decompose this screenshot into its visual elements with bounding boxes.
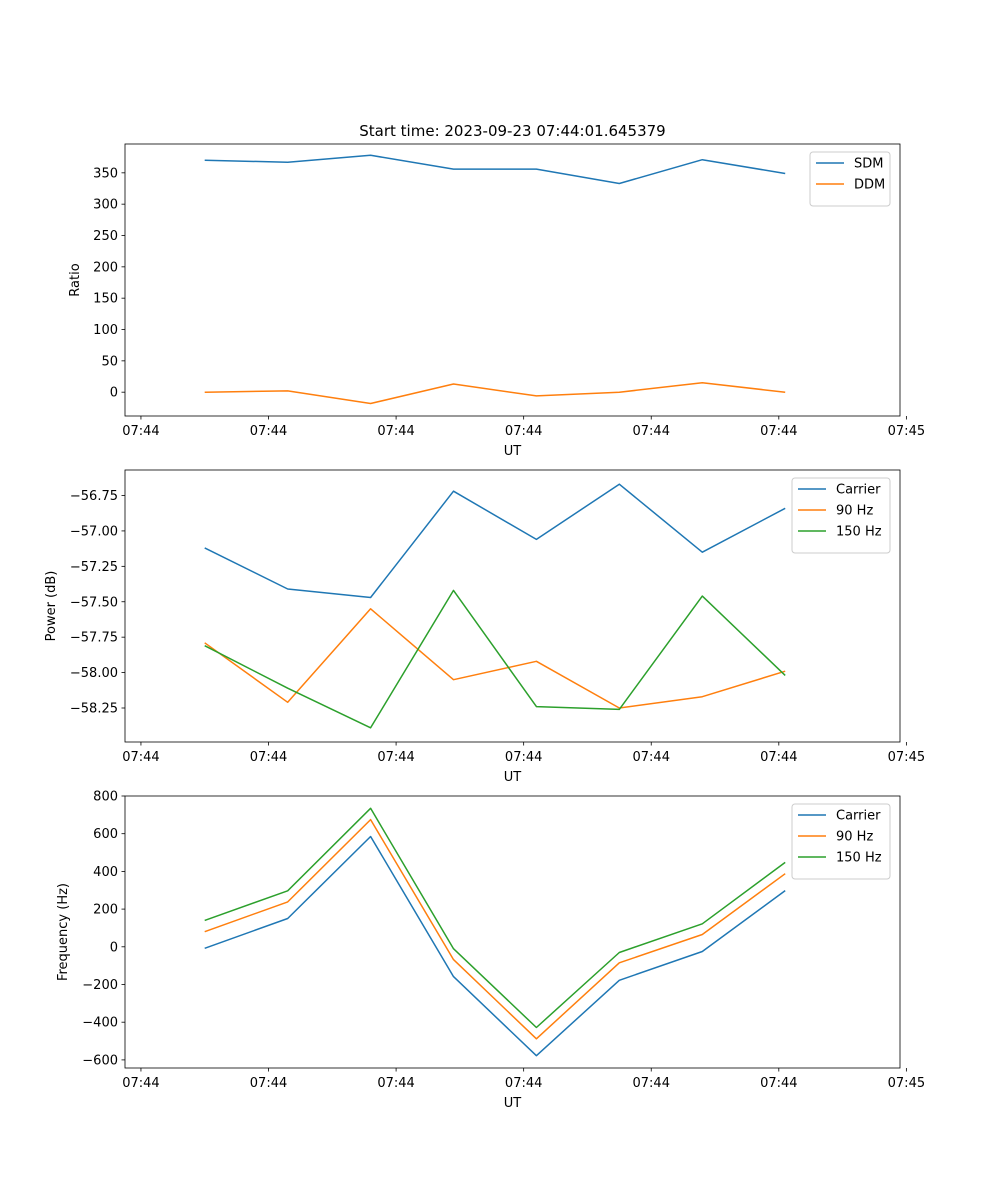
y-tick-label: −400	[82, 1016, 118, 1031]
y-tick-label: 150	[93, 292, 118, 307]
y-tick-label: −57.50	[70, 595, 118, 610]
x-tick-label: 07:44	[122, 750, 159, 765]
chart-panel-3: 07:44 07:44 07:44 07:44 07:44 07:44 07:45 −600 −…	[56, 790, 925, 1112]
series-line-150-hz	[204, 807, 786, 1029]
x-tick-label: 07:44	[633, 424, 670, 439]
legend-box	[809, 151, 891, 207]
axes-frame	[124, 469, 901, 743]
y-tick-label: 300	[93, 198, 118, 213]
y-axis-label: Power (dB)	[44, 571, 59, 642]
legend: Carrier 90 Hz 150 Hz	[791, 803, 891, 880]
y-tick-label: 600	[93, 827, 118, 842]
legend: SDM DDM	[809, 151, 891, 207]
legend-label: SDM	[854, 157, 883, 172]
y-tick-label: 250	[93, 229, 118, 244]
series-line-150-hz	[204, 589, 786, 729]
legend-box	[791, 477, 891, 554]
x-axis-label: UT	[504, 1096, 522, 1111]
x-tick-label: 07:45	[888, 424, 925, 439]
chart-panel-2: 07:44 07:44 07:44 07:44 07:44 07:44 07:45 −58.2…	[44, 469, 925, 785]
x-tick-label: 07:44	[760, 424, 797, 439]
y-tick-label: 0	[110, 940, 118, 955]
y-tick-label: −57.25	[70, 560, 118, 575]
x-tick-label: 07:44	[760, 750, 797, 765]
x-tick-label: 07:44	[505, 750, 542, 765]
legend: Carrier 90 Hz 150 Hz	[791, 477, 891, 554]
x-tick-label: 07:44	[250, 424, 287, 439]
legend-box	[791, 803, 891, 880]
y-tick-label: 350	[93, 166, 118, 181]
x-tick-label: 07:44	[760, 1076, 797, 1091]
series-line-90-hz	[204, 608, 786, 709]
y-tick-label: −200	[82, 978, 118, 993]
x-tick-label: 07:44	[633, 750, 670, 765]
x-axis-label: UT	[504, 444, 522, 459]
x-tick-label: 07:45	[888, 1076, 925, 1091]
y-tick-label: 400	[93, 865, 118, 880]
x-axis-label: UT	[504, 770, 522, 785]
y-tick-label: 50	[101, 354, 118, 369]
x-tick-label: 07:44	[250, 750, 287, 765]
panels: 07:44 07:44 07:44 07:44 07:44 07:44 07:45 0 50 10…	[44, 143, 925, 1112]
x-tick-label: 07:44	[377, 424, 414, 439]
y-axis-label: Ratio	[68, 263, 83, 296]
axes-frame	[124, 143, 901, 417]
y-tick-label: 100	[93, 323, 118, 338]
y-tick-label: 800	[93, 790, 118, 805]
y-tick-label: −57.00	[70, 524, 118, 539]
x-tick-label: 07:44	[122, 424, 159, 439]
series-line-sdm	[204, 154, 786, 185]
axes-frame	[124, 795, 901, 1069]
legend-label: 90 Hz	[836, 504, 873, 519]
y-tick-label: 200	[93, 903, 118, 918]
x-tick-label: 07:44	[122, 1076, 159, 1091]
series-line-90-hz	[204, 818, 786, 1040]
legend-label: Carrier	[836, 483, 881, 498]
legend-label: Carrier	[836, 809, 881, 824]
y-tick-label: 0	[110, 386, 118, 401]
x-tick-label: 07:44	[505, 424, 542, 439]
legend-label: DDM	[854, 178, 885, 193]
x-tick-label: 07:45	[888, 750, 925, 765]
series-line-carrier	[204, 483, 786, 599]
legend-label: 150 Hz	[836, 525, 882, 540]
x-tick-label: 07:44	[633, 1076, 670, 1091]
x-tick-label: 07:44	[250, 1076, 287, 1091]
x-tick-label: 07:44	[377, 1076, 414, 1091]
series-line-ddm	[204, 382, 786, 405]
y-tick-label: −600	[82, 1053, 118, 1068]
figure-title: Start time: 2023-09-23 07:44:01.645379	[359, 122, 665, 140]
legend-label: 90 Hz	[836, 830, 873, 845]
series-line-carrier	[204, 835, 786, 1057]
chart-panel-1: 07:44 07:44 07:44 07:44 07:44 07:44 07:45 0 50 10…	[68, 143, 925, 459]
y-tick-label: −58.00	[70, 666, 118, 681]
y-tick-label: −58.25	[70, 702, 118, 717]
y-tick-label: −56.75	[70, 489, 118, 504]
legend-label: 150 Hz	[836, 851, 882, 866]
x-tick-label: 07:44	[505, 1076, 542, 1091]
y-tick-label: 200	[93, 260, 118, 275]
y-tick-label: −57.75	[70, 631, 118, 646]
y-axis-label: Frequency (Hz)	[56, 883, 71, 981]
x-tick-label: 07:44	[377, 750, 414, 765]
